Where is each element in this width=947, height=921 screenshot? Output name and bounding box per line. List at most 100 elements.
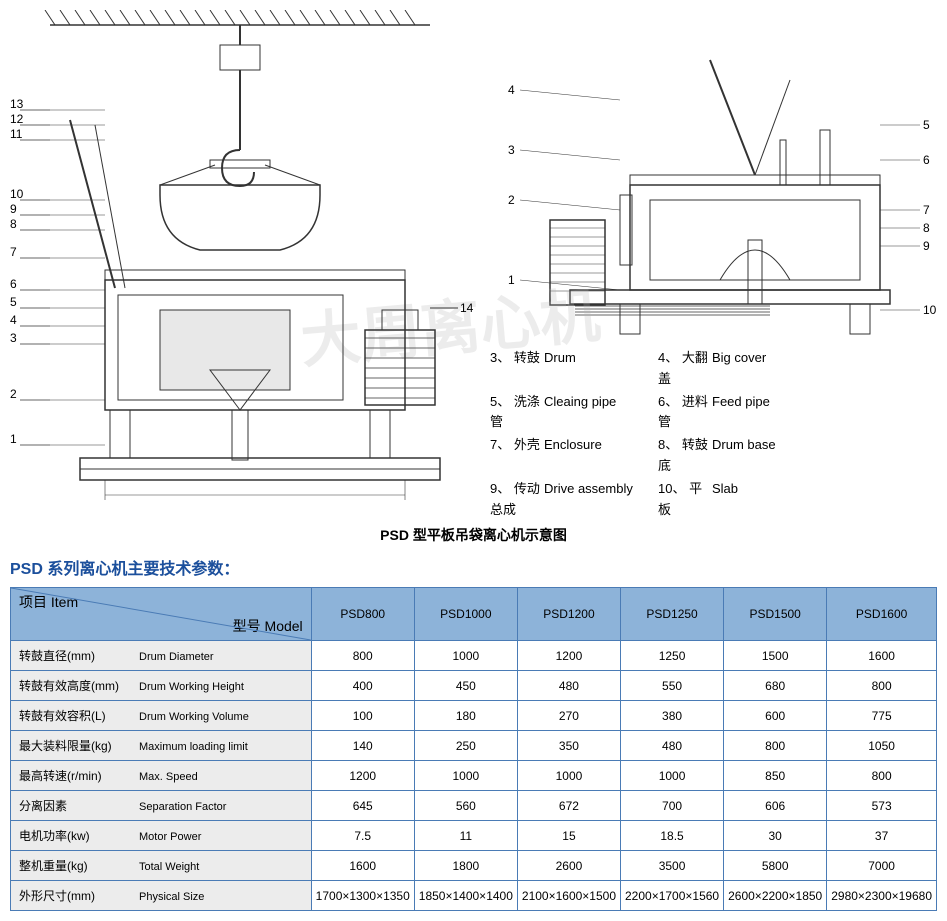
table-cell: 1700×1300×1350 [311,881,414,911]
parts-legend: 3、 转鼓Drum4、 大翻盖Big cover 5、 洗涤管Cleaing pi… [490,348,940,520]
table-cell: 600 [724,701,827,731]
table-row: 分离因素Separation Factor645560672700606573 [11,791,937,821]
table-row: 最大装料限量(kg)Maximum loading limit140250350… [11,731,937,761]
table-cell: 850 [724,761,827,791]
row-header: 最高转速(r/min)Max. Speed [11,761,312,791]
table-cell: 2980×2300×19680 [827,881,937,911]
spec-table: 项目 Item 型号 Model PSD800PSD1000PSD1200PSD… [10,587,937,911]
table-cell: 700 [621,791,724,821]
svg-text:2: 2 [508,193,515,207]
table-cell: 3500 [621,851,724,881]
legend-cell: Cleaing pipe [544,392,654,434]
legend-cell: 8、 转鼓底 [658,435,708,477]
table-cell: 480 [621,731,724,761]
legend-cell: Drum [544,348,654,390]
svg-text:1: 1 [508,273,515,287]
model-header: PSD1250 [621,588,724,641]
table-cell: 1200 [517,641,620,671]
table-cell: 250 [414,731,517,761]
table-cell: 37 [827,821,937,851]
svg-text:3: 3 [10,331,17,345]
table-cell: 7.5 [311,821,414,851]
table-row: 外形尺寸(mm)Physical Size1700×1300×13501850×… [11,881,937,911]
legend-cell: 6、 进料管 [658,392,708,434]
svg-text:9: 9 [923,239,930,253]
legend-cell: Feed pipe [712,392,812,434]
model-header: PSD1200 [517,588,620,641]
legend-cell: Enclosure [544,435,654,477]
row-header: 转鼓有效容积(L)Drum Working Volume [11,701,312,731]
svg-text:7: 7 [923,203,930,217]
svg-text:7: 7 [10,245,17,259]
table-row: 最高转速(r/min)Max. Speed1200100010001000850… [11,761,937,791]
table-cell: 672 [517,791,620,821]
legend-cell: Slab [712,479,812,521]
svg-text:11: 11 [10,127,23,141]
svg-text:10: 10 [923,303,937,317]
legend-cell: 9、 传动总成 [490,479,540,521]
diagram-caption: PSD 型平板吊袋离心机示意图 [10,525,937,545]
table-cell: 30 [724,821,827,851]
table-cell: 100 [311,701,414,731]
svg-text:10: 10 [10,187,24,201]
table-cell: 1000 [414,761,517,791]
table-cell: 800 [827,671,937,701]
svg-text:5: 5 [923,118,930,132]
table-cell: 380 [621,701,724,731]
table-cell: 1200 [311,761,414,791]
svg-text:6: 6 [923,153,930,167]
legend-cell: 3、 转鼓 [490,348,540,390]
model-header: PSD1600 [827,588,937,641]
svg-text:13: 13 [10,97,24,111]
table-cell: 775 [827,701,937,731]
table-cell: 800 [311,641,414,671]
header-item-model: 项目 Item 型号 Model [11,588,312,641]
table-cell: 2100×1600×1500 [517,881,620,911]
table-cell: 560 [414,791,517,821]
legend-cell: 10、 平板 [658,479,708,521]
legend-cell: Drum base [712,435,812,477]
table-cell: 1000 [621,761,724,791]
row-header: 电机功率(kw)Motor Power [11,821,312,851]
svg-text:2: 2 [10,387,17,401]
table-row: 转鼓有效高度(mm)Drum Working Height40045048055… [11,671,937,701]
table-cell: 270 [517,701,620,731]
model-header: PSD1000 [414,588,517,641]
table-cell: 18.5 [621,821,724,851]
svg-text:14: 14 [460,301,474,315]
diagram-right-wrap: 43215678910 3、 转鼓Drum4、 大翻盖Big cover5、 洗… [490,10,940,520]
table-cell: 7000 [827,851,937,881]
header-item-label: 项目 Item [19,592,78,612]
table-row: 整机重量(kg)Total Weight16001800260035005800… [11,851,937,881]
table-cell: 606 [724,791,827,821]
table-cell: 480 [517,671,620,701]
table-cell: 350 [517,731,620,761]
table-cell: 450 [414,671,517,701]
table-cell: 15 [517,821,620,851]
table-cell: 645 [311,791,414,821]
svg-text:3: 3 [508,143,515,157]
table-cell: 1500 [724,641,827,671]
table-cell: 180 [414,701,517,731]
table-cell: 1600 [311,851,414,881]
table-cell: 1600 [827,641,937,671]
legend-cell: 5、 洗涤管 [490,392,540,434]
table-row: 电机功率(kw)Motor Power7.5111518.53037 [11,821,937,851]
svg-text:5: 5 [10,295,17,309]
legend-cell: Drive assembly [544,479,654,521]
model-header: PSD1500 [724,588,827,641]
table-cell: 680 [724,671,827,701]
table-cell: 1850×1400×1400 [414,881,517,911]
row-header: 外形尺寸(mm)Physical Size [11,881,312,911]
row-header: 转鼓直径(mm)Drum Diameter [11,641,312,671]
legend-cell: 7、 外壳 [490,435,540,477]
table-cell: 1050 [827,731,937,761]
table-cell: 11 [414,821,517,851]
table-cell: 800 [827,761,937,791]
table-row: 转鼓直径(mm)Drum Diameter8001000120012501500… [11,641,937,671]
legend-cell: 4、 大翻盖 [658,348,708,390]
diagram-right: 43215678910 [490,10,940,340]
row-header: 整机重量(kg)Total Weight [11,851,312,881]
legend-cell: Big cover [712,348,812,390]
svg-text:8: 8 [923,221,930,235]
